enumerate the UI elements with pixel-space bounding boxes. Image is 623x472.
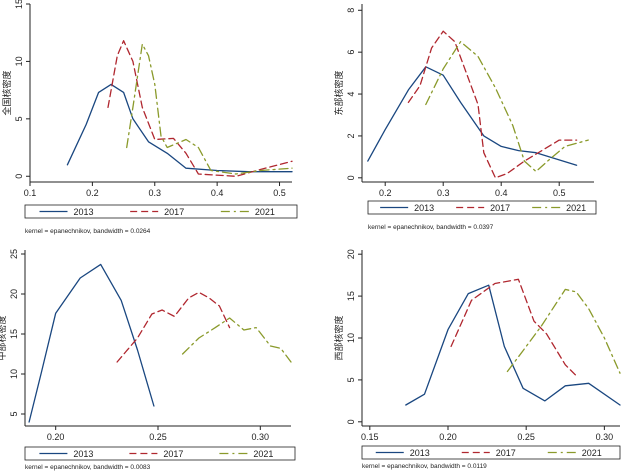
y-tick-label: 10 [9, 369, 19, 379]
series-line-2017 [107, 40, 293, 177]
x-tick-label: 0.5 [273, 188, 286, 198]
x-tick-label: 0.20 [439, 432, 457, 442]
legend-label-2021: 2021 [566, 203, 586, 213]
legend-box [361, 445, 621, 460]
chart-panel-4: 0.15 0.20 0.25 0.30 0 5 10 15 20 西部核密度 2013 2017 202… [333, 249, 621, 470]
x-tick-label: 0.20 [47, 432, 65, 442]
x-tick-label: 0.1 [24, 188, 37, 198]
y-tick-label: 6 [346, 50, 356, 55]
x-tick-label: 0.30 [596, 432, 614, 442]
y-tick-label: 5 [9, 411, 19, 416]
legend-label-2013: 2013 [414, 203, 434, 213]
legend-label-2017: 2017 [496, 448, 516, 458]
legend-label-2021: 2021 [255, 207, 275, 217]
chart-panel-2: 0.2 0.3 0.4 0.5 0 2 4 6 8 东部核密度 2013 2017 2021 kernel… [333, 4, 597, 231]
legend-label-2021: 2021 [582, 448, 602, 458]
chart-panel-1: 0.1 0.2 0.3 0.4 0.5 0 5 10 15 全国核密度 2013 2017 2021 ke… [1, 0, 298, 235]
series-line-2013 [28, 263, 155, 423]
legend-label-2017: 2017 [490, 203, 510, 213]
x-tick-label: 0.4 [211, 188, 224, 198]
series-line-2017 [116, 291, 231, 363]
legend-label-2017: 2017 [164, 207, 184, 217]
legend-label-2021: 2021 [253, 449, 273, 459]
legend-label-2017: 2017 [163, 449, 183, 459]
x-tick-label: 0.15 [361, 432, 379, 442]
series-line-2017 [450, 278, 577, 377]
series-line-2013 [367, 66, 578, 166]
y-tick-label: 2 [346, 133, 356, 138]
kernel-note: kernel = epanechnikov, bandwidth = 0.039… [368, 224, 494, 231]
y-tick-label: 8 [346, 8, 356, 13]
y-axis-title: 全国核密度 [1, 70, 12, 115]
series-line-2021 [126, 43, 293, 175]
y-tick-label: 15 [9, 329, 19, 339]
x-tick-label: 0.3 [437, 188, 450, 198]
x-tick-label: 0.3 [149, 188, 162, 198]
legend-label-2013: 2013 [74, 207, 94, 217]
x-tick-label: 0.25 [517, 432, 535, 442]
legend-label-2013: 2013 [73, 449, 93, 459]
series-line-2013 [405, 284, 621, 406]
x-tick-label: 0.30 [252, 432, 270, 442]
y-tick-label: 15 [14, 0, 24, 9]
y-tick-label: 25 [9, 249, 19, 259]
series-line-2021 [506, 288, 621, 374]
y-tick-label: 10 [346, 333, 356, 343]
x-tick-label: 0.5 [553, 188, 566, 198]
y-axis-title: 中部核密度 [0, 315, 7, 360]
y-tick-label: 0 [14, 174, 24, 179]
kernel-note: kernel = epanechnikov, bandwidth = 0.011… [362, 463, 487, 470]
x-tick-label: 0.2 [379, 188, 392, 198]
y-axis-title: 西部核密度 [333, 315, 344, 360]
kernel-note: kernel = epanechnikov, bandwidth = 0.026… [25, 228, 151, 235]
legend-box [24, 446, 296, 461]
series-line-2013 [66, 83, 293, 173]
y-tick-label: 15 [346, 291, 356, 301]
y-tick-label: 0 [346, 419, 356, 424]
series-line-2017 [407, 30, 578, 179]
x-tick-label: 0.25 [149, 432, 167, 442]
legend-box [24, 204, 298, 219]
y-tick-label: 20 [346, 249, 356, 259]
y-tick-label: 5 [346, 377, 356, 382]
x-tick-label: 0.4 [495, 188, 508, 198]
chart-panel-3: 0.20 0.25 0.30 5 10 15 20 25 中部核密度 2013 2017 2021 ke… [0, 249, 296, 471]
x-tick-label: 0.2 [86, 188, 99, 198]
kernel-note: kernel = epanechnikov, bandwidth = 0.008… [25, 464, 151, 471]
y-tick-label: 0 [346, 175, 356, 180]
y-tick-label: 5 [14, 116, 24, 121]
y-tick-label: 4 [346, 92, 356, 97]
y-axis-title: 东部核密度 [333, 70, 344, 115]
y-tick-label: 20 [9, 289, 19, 299]
y-tick-label: 10 [14, 56, 24, 66]
series-line-2021 [181, 317, 292, 363]
legend-label-2013: 2013 [410, 448, 430, 458]
series-line-2021 [425, 41, 589, 173]
